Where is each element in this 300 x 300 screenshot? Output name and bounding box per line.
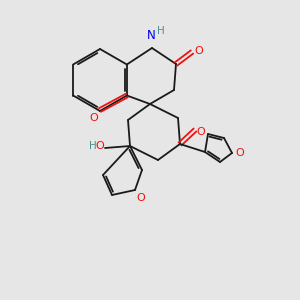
Text: O: O [89, 113, 98, 123]
Text: O: O [196, 127, 205, 137]
Text: H: H [157, 26, 165, 36]
Text: O: O [136, 193, 145, 203]
Text: O: O [95, 141, 104, 151]
Text: H: H [89, 141, 97, 151]
Text: O: O [194, 46, 203, 56]
Text: N: N [147, 29, 155, 42]
Text: O: O [235, 148, 244, 158]
